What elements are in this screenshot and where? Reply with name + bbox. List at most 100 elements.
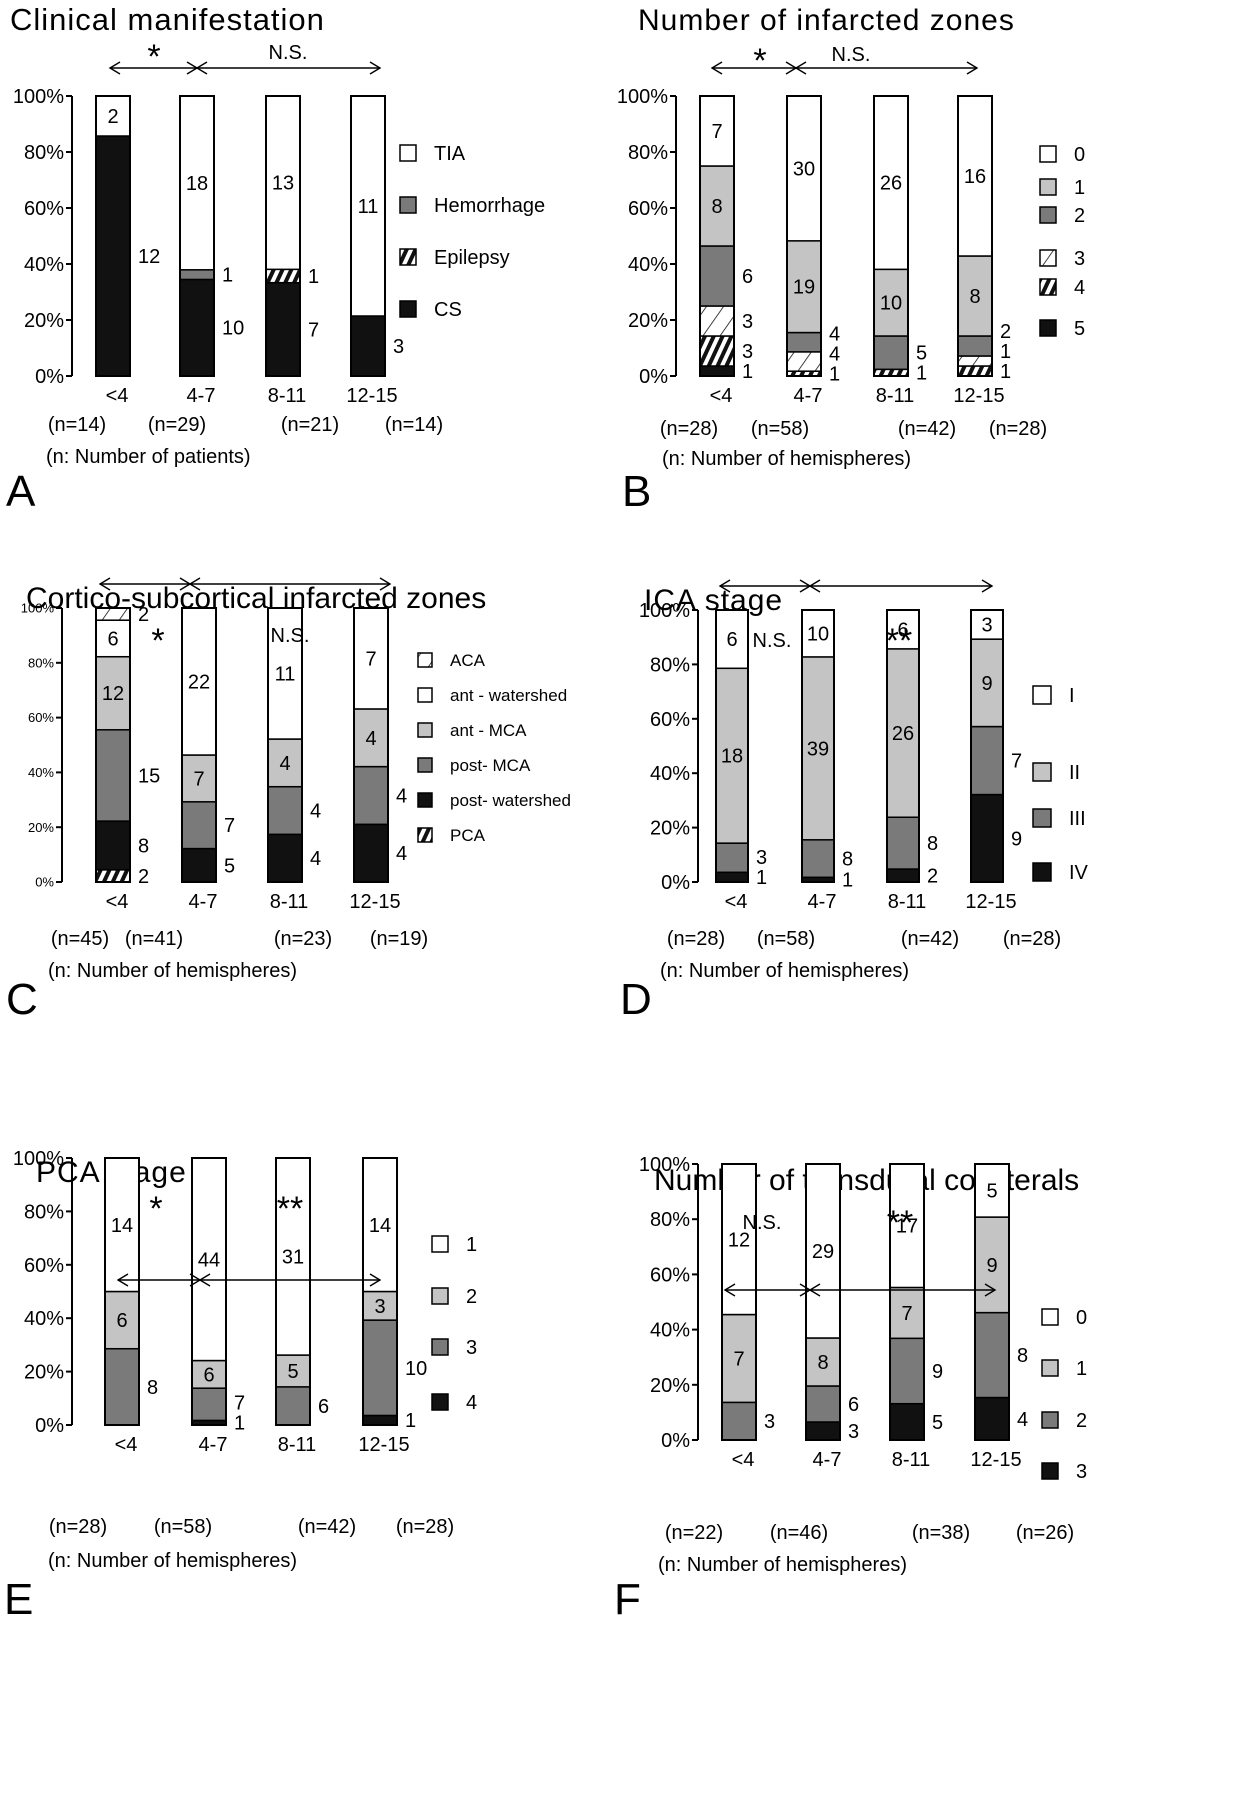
panel-a-legend-label-hemorrhage: Hemorrhage — [434, 195, 545, 217]
panel-e-bar-4-7-3 — [191, 1387, 227, 1422]
panel-d-sig-arrow-right-head — [808, 579, 821, 593]
panel-c-legend-swatch-post-watershed — [417, 792, 433, 808]
panel-b-bar-4-2 — [699, 245, 735, 307]
panel-f-value-label: 6 — [848, 1394, 859, 1416]
panel-b-value-label: 4 — [829, 344, 840, 366]
panel-c-value-label: 4 — [310, 848, 321, 870]
panel-a-value-label: 11 — [358, 196, 379, 218]
panel-d-value-label: 9 — [981, 673, 992, 695]
panel-c-sig-arrow-left-head — [98, 577, 111, 591]
panel-e-note: (n: Number of hemispheres) — [48, 1550, 297, 1572]
panel-c-value-label: 7 — [193, 768, 204, 790]
panel-f-bar-outline — [805, 1163, 841, 1441]
panel-d-legend-label-ii: II — [1069, 762, 1080, 784]
panel-e-category-label: 12-15 — [358, 1434, 409, 1456]
panel-d-value-label: 1 — [756, 867, 767, 889]
panel-d-n-0: (n=28) — [666, 928, 726, 950]
panel-a-tick-label: 20% — [24, 310, 64, 332]
panel-a-tick-label: 60% — [24, 198, 64, 220]
panel-f-value-label: 9 — [986, 1255, 997, 1277]
panel-c-value-label: 2 — [138, 866, 149, 888]
panel-f-tick-label: 80% — [650, 1209, 690, 1231]
panel-d-bar-8-11-iv — [886, 868, 920, 883]
panel-a-sig-right: N.S. — [268, 42, 308, 64]
panel-c-n-2: (n=23) — [273, 928, 333, 950]
panel-c-bar-4-7-ant-watershed — [181, 607, 217, 756]
panel-b-value-label: 4 — [829, 324, 840, 346]
panel-b-category-label: <4 — [710, 385, 733, 407]
panel-e-bar-4-1 — [104, 1157, 140, 1293]
panel-b-value-label: 1 — [1000, 361, 1011, 383]
panel-b-value-label: 2 — [1000, 321, 1011, 343]
panel-e-bar-outline — [104, 1157, 140, 1426]
panel-c-bar-4-aca — [95, 607, 131, 621]
panel-e-bar-8-11-3 — [275, 1386, 311, 1426]
panel-c-value-label: 22 — [188, 672, 210, 694]
panel-f-category-label: <4 — [732, 1449, 755, 1471]
panel-b-value-label: 6 — [742, 266, 753, 288]
panel-f-bar-4-7-3 — [805, 1421, 841, 1441]
panel-f-value-label: 8 — [1017, 1345, 1028, 1367]
panel-f-bar-12-15-2 — [974, 1311, 1010, 1399]
panel-a-sig-left: * — [147, 38, 161, 76]
panel-a-bar-4-7-cs — [179, 278, 215, 377]
panel-e-tick-label: 20% — [24, 1362, 64, 1384]
panel-e-value-label: 3 — [374, 1296, 385, 1318]
panel-b-category-label: 4-7 — [794, 385, 823, 407]
panel-c-bar-outline — [353, 607, 389, 883]
panel-f-legend-label-1: 1 — [1076, 1358, 1087, 1380]
panel-f-chart: 0%20%40%60%80%100%3712<4368294-7597178-1… — [639, 1154, 1087, 1483]
panel-c-tick-label: 20% — [28, 820, 54, 835]
panel-d-bar-8-11-iii — [886, 816, 920, 870]
panel-b-chart: 0%20%40%60%80%100%133687<414419304-71510… — [617, 61, 1085, 407]
panel-d-value-label: 18 — [721, 746, 743, 768]
panel-f-bar-outline — [889, 1163, 925, 1441]
panel-b-sig-left: * — [753, 42, 767, 80]
panel-f-value-label: 17 — [896, 1216, 918, 1238]
panel-e-sig-arrow-head — [116, 1273, 129, 1287]
panel-a-value-label: 12 — [138, 246, 160, 268]
panel-b-letter: B — [622, 467, 652, 516]
panel-d-sig-arrow-right-head — [981, 579, 994, 593]
panel-f-tick-label: 20% — [650, 1375, 690, 1397]
panel-f-sig-right: ** — [886, 1204, 914, 1242]
panel-b-sig-arrow-left-head — [710, 61, 723, 75]
panel-f-n-0: (n=22) — [664, 1522, 724, 1544]
panel-b-tick-label: 40% — [628, 254, 668, 276]
panel-d-bar-4-7-iii — [801, 839, 835, 879]
panel-c-legend-swatch-ant-mca — [417, 722, 433, 738]
panel-a-bar-outline — [95, 95, 131, 377]
panel-c-tick-label: 80% — [28, 655, 54, 670]
panel-c-legend-label-pca: PCA — [450, 826, 486, 845]
panel-f-bar-4-7-1 — [805, 1337, 841, 1387]
panel-e-legend-label-1: 1 — [466, 1234, 477, 1256]
panel-c-value-label: 2 — [138, 604, 149, 626]
panel-e-sig-left: * — [149, 1190, 163, 1228]
panel-b: Number of infarcted zones 0% 20% 40% 60% 80%… — [617, 0, 1260, 570]
panel-c-value-label: 15 — [138, 765, 160, 787]
panel-d-value-label: 3 — [756, 847, 767, 869]
panel-d: ICA stage 0% 20% 40% 60% 80% 100% 1 3 18 6 <4 1 8 39 1… — [620, 570, 1260, 1150]
panel-d-bar-outline — [886, 609, 920, 883]
panel-b-value-label: 8 — [711, 196, 722, 218]
panel-c-bar-4-post-watershed — [95, 820, 131, 871]
panel-c-bar-outline — [267, 607, 303, 883]
panel-c-value-label: 5 — [224, 855, 235, 877]
panel-e-sig-arrow-head — [198, 1273, 211, 1287]
panel-a-n-2: (n=21) — [280, 414, 340, 436]
panel-b-value-label: 3 — [742, 341, 753, 363]
panel-f-value-label: 5 — [932, 1412, 943, 1434]
panel-b-value-label: 1 — [1000, 341, 1011, 363]
panel-e-value-label: 31 — [282, 1247, 304, 1269]
panel-f-value-label: 5 — [986, 1181, 997, 1203]
panel-e-value-label: 1 — [234, 1413, 245, 1435]
panel-d-n-1: (n=58) — [756, 928, 816, 950]
panel-f-bar-4-7-2 — [805, 1385, 841, 1423]
panel-d-value-label: 6 — [897, 619, 908, 641]
panel-d-tick-label: 100% — [639, 600, 690, 622]
panel-d-category-label: <4 — [725, 891, 748, 913]
panel-d-legend-label-i: I — [1069, 685, 1075, 707]
panel-c-category-label: <4 — [106, 891, 129, 913]
panel-c-value-label: 4 — [396, 843, 407, 865]
panel-b-value-label: 1 — [829, 364, 840, 386]
